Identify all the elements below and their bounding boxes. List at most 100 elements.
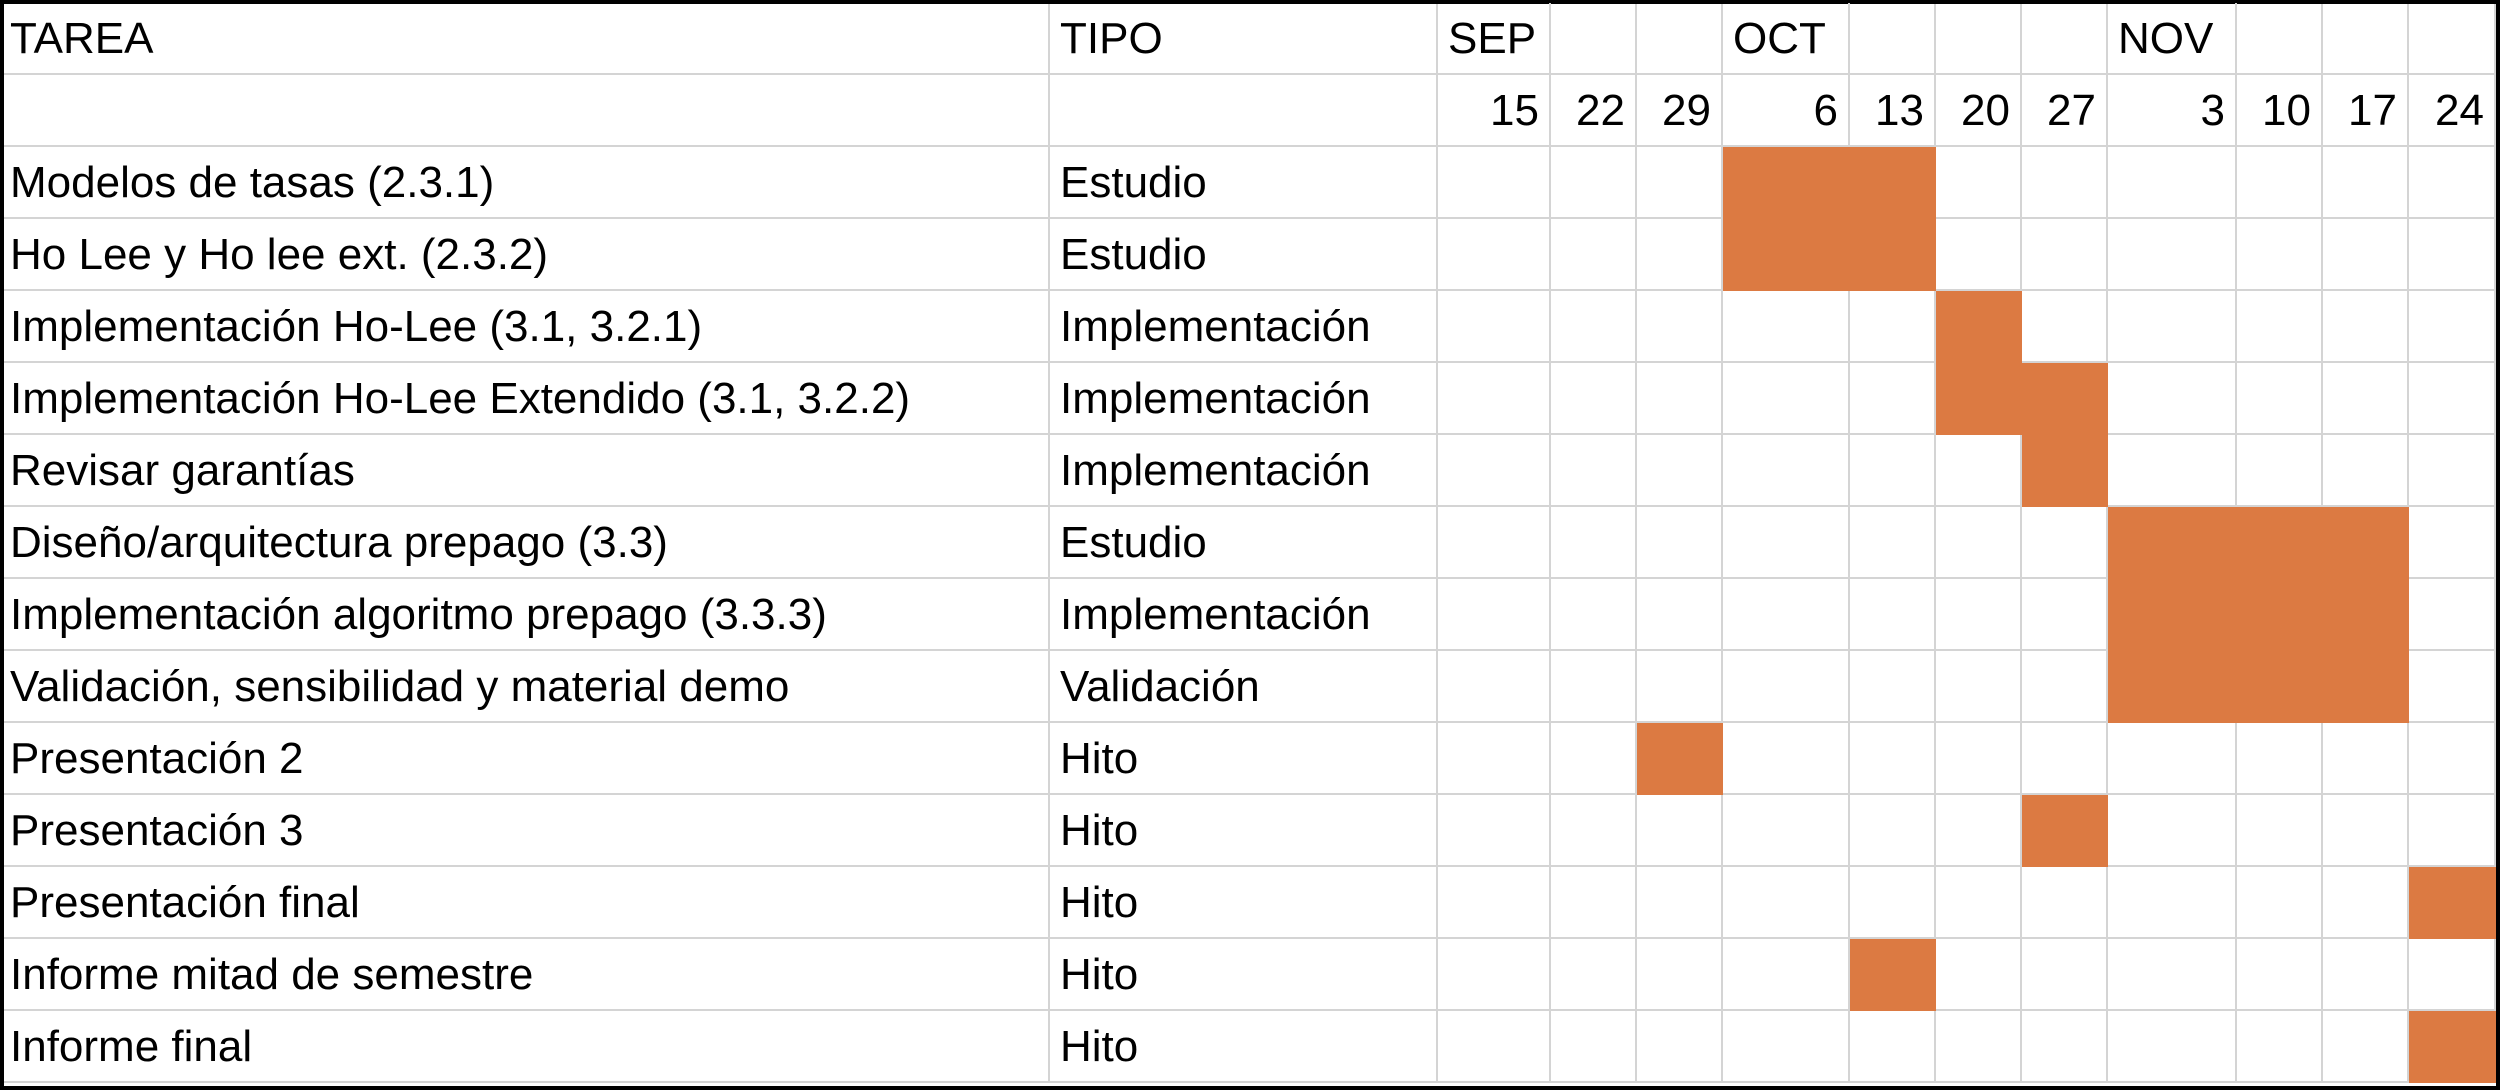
grid-cell (1723, 579, 1850, 651)
task-type: Validación (1050, 651, 1438, 723)
header-task: TAREA (0, 3, 1050, 75)
grid-cell (1850, 363, 1936, 435)
task-type: Estudio (1050, 147, 1438, 219)
grid-cell (1438, 363, 1551, 435)
grid-cell (2108, 1011, 2237, 1083)
grid-cell (1723, 363, 1850, 435)
grid-cell (1551, 507, 1637, 579)
week-label: 29 (1637, 75, 1723, 147)
grid-cell (1551, 579, 1637, 651)
grid-cell (1438, 723, 1551, 795)
week-label: 20 (1936, 75, 2022, 147)
grid-cell (1551, 939, 1637, 1011)
task-name: Diseño/arquitectura prepago (3.3) (0, 507, 1050, 579)
grid-cell (2409, 291, 2496, 363)
task-type: Estudio (1050, 219, 1438, 291)
week-label: 13 (1850, 75, 1936, 147)
grid-cell (1936, 795, 2022, 867)
grid-cell (2108, 939, 2237, 1011)
grid-cell (1637, 795, 1723, 867)
grid-cell (2323, 147, 2409, 219)
grid-cell (1438, 579, 1551, 651)
task-type: Hito (1050, 723, 1438, 795)
gantt-bar (1637, 723, 1723, 795)
grid-cell (1438, 939, 1551, 1011)
grid-cell (1936, 1011, 2022, 1083)
gantt-bar (2108, 579, 2409, 651)
grid-cell (1850, 723, 1936, 795)
grid-cell (1936, 579, 2022, 651)
gantt-bar (1936, 291, 2022, 363)
grid-cell (1850, 291, 1936, 363)
grid-cell (2022, 867, 2108, 939)
grid-cell (2237, 3, 2323, 75)
gantt-bar (1936, 363, 2108, 435)
task-name: Informe final (0, 1011, 1050, 1083)
grid-cell (2022, 651, 2108, 723)
grid-cell (2237, 363, 2323, 435)
grid-cell (2022, 3, 2108, 75)
task-name: Validación, sensibilidad y material demo (0, 651, 1050, 723)
grid-cell (1438, 219, 1551, 291)
task-name: Presentación 3 (0, 795, 1050, 867)
grid-cell (1438, 291, 1551, 363)
grid-cell (2409, 435, 2496, 507)
grid-cell (1438, 867, 1551, 939)
task-type: Hito (1050, 939, 1438, 1011)
grid-cell (2409, 795, 2496, 867)
grid-cell (2108, 795, 2237, 867)
grid-cell (1637, 363, 1723, 435)
grid-cell (2409, 939, 2496, 1011)
grid-cell (1850, 867, 1936, 939)
grid-cell (1551, 3, 1637, 75)
task-type: Implementación (1050, 579, 1438, 651)
header-type: TIPO (1050, 3, 1438, 75)
grid-cell (2409, 579, 2496, 651)
grid-cell (1551, 651, 1637, 723)
grid-cell (2237, 147, 2323, 219)
grid-cell (2409, 507, 2496, 579)
grid-cell (1850, 507, 1936, 579)
grid-cell (2108, 147, 2237, 219)
grid-cell (2237, 219, 2323, 291)
grid-cell (1723, 795, 1850, 867)
grid-cell (1637, 579, 1723, 651)
task-type: Implementación (1050, 435, 1438, 507)
grid-cell (1637, 219, 1723, 291)
grid-cell (0, 75, 1050, 147)
grid-cell (2323, 291, 2409, 363)
task-type: Hito (1050, 867, 1438, 939)
grid-cell (1551, 435, 1637, 507)
week-label: 10 (2237, 75, 2323, 147)
gantt-bar (1723, 219, 1936, 291)
grid-cell (1850, 435, 1936, 507)
grid-cell (1850, 3, 1936, 75)
grid-cell (2108, 291, 2237, 363)
grid-cell (1936, 219, 2022, 291)
grid-cell (2237, 795, 2323, 867)
grid-cell (2022, 147, 2108, 219)
grid-cell (1850, 579, 1936, 651)
grid-cell (2323, 363, 2409, 435)
grid-cell (2022, 1011, 2108, 1083)
grid-cell (1637, 147, 1723, 219)
task-name: Implementación Ho-Lee Extendido (3.1, 3.… (0, 363, 1050, 435)
task-type: Implementación (1050, 363, 1438, 435)
task-type: Hito (1050, 795, 1438, 867)
week-label: 22 (1551, 75, 1637, 147)
grid-cell (1936, 3, 2022, 75)
grid-cell (1637, 3, 1723, 75)
grid-cell (2108, 435, 2237, 507)
grid-cell (1850, 1011, 1936, 1083)
grid-cell (1850, 795, 1936, 867)
gantt-bar (1850, 939, 1936, 1011)
grid-cell (2323, 867, 2409, 939)
grid-cell (2237, 867, 2323, 939)
grid-cell (1438, 147, 1551, 219)
grid-cell (2323, 1011, 2409, 1083)
grid-cell (2323, 795, 2409, 867)
task-name: Revisar garantías (0, 435, 1050, 507)
task-name: Informe mitad de semestre (0, 939, 1050, 1011)
grid-cell (2022, 939, 2108, 1011)
